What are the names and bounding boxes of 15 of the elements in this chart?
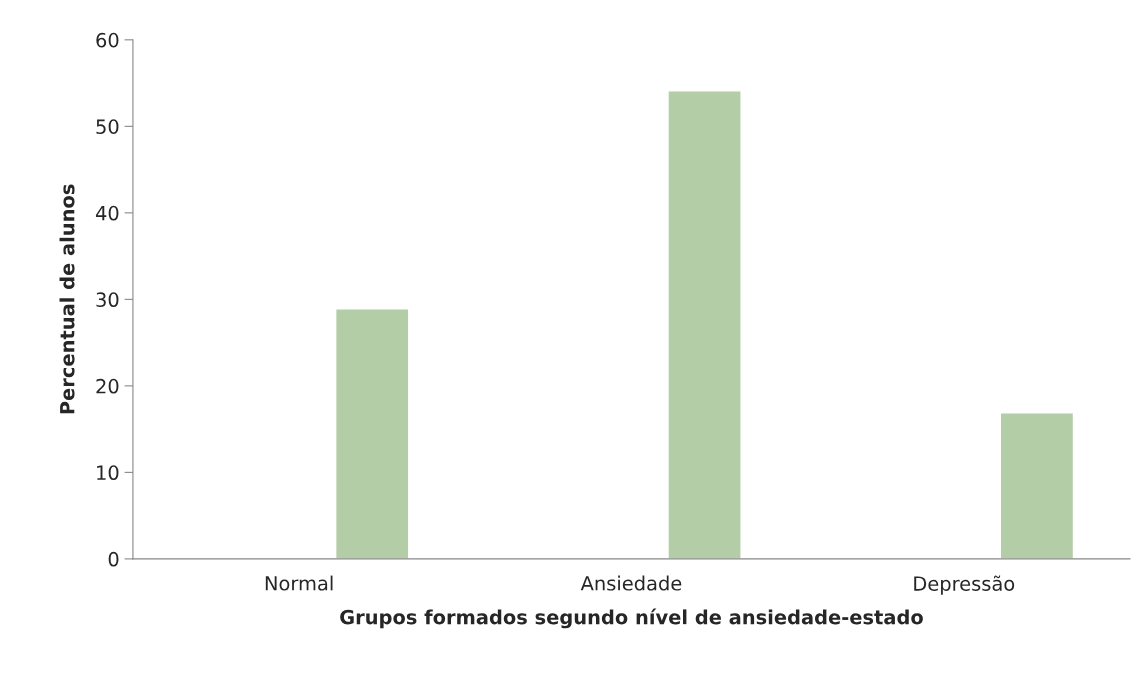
x-axis-title: Grupos formados segundo nível de ansiedade-estado [340,608,923,629]
x-tick-label: Normal [265,575,333,591]
x-tick-label: Ansiedade [580,575,682,591]
x-tick-label: Depressão [914,575,1015,595]
y-axis-title: Percentual de alunos [59,184,75,414]
y-tick-label: 40 [95,205,119,221]
y-tick-label: 50 [96,119,119,134]
y-tick-label: 10 [97,465,119,481]
y-tick-label: 30 [96,292,119,308]
y-tick-label: 0 [108,551,119,567]
bar [999,411,1075,559]
bar [334,308,410,559]
bar [667,90,742,559]
y-tick-label: 60 [96,32,119,48]
y-tick-label: 20 [96,378,119,394]
